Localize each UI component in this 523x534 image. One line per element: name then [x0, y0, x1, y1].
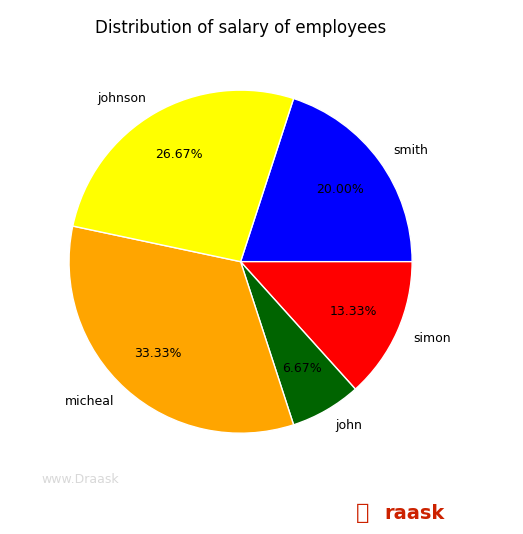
Text: raask: raask — [384, 504, 445, 523]
Text: 13.33%: 13.33% — [329, 305, 377, 318]
Wedge shape — [73, 90, 293, 262]
Title: Distribution of salary of employees: Distribution of salary of employees — [95, 19, 386, 37]
Wedge shape — [241, 262, 356, 425]
Text: smith: smith — [393, 144, 428, 157]
Wedge shape — [241, 262, 412, 389]
Wedge shape — [69, 226, 293, 433]
Text: Ⓠ: Ⓠ — [356, 504, 369, 523]
Text: www.Draask: www.Draask — [42, 473, 119, 486]
Text: 20.00%: 20.00% — [316, 183, 365, 195]
Text: micheal: micheal — [65, 395, 115, 409]
Text: johnson: johnson — [97, 92, 146, 105]
Text: 33.33%: 33.33% — [134, 347, 181, 360]
Text: 6.67%: 6.67% — [282, 362, 322, 375]
Text: simon: simon — [413, 332, 451, 345]
Wedge shape — [241, 98, 412, 262]
Text: 26.67%: 26.67% — [155, 148, 202, 161]
Text: john: john — [335, 419, 362, 431]
